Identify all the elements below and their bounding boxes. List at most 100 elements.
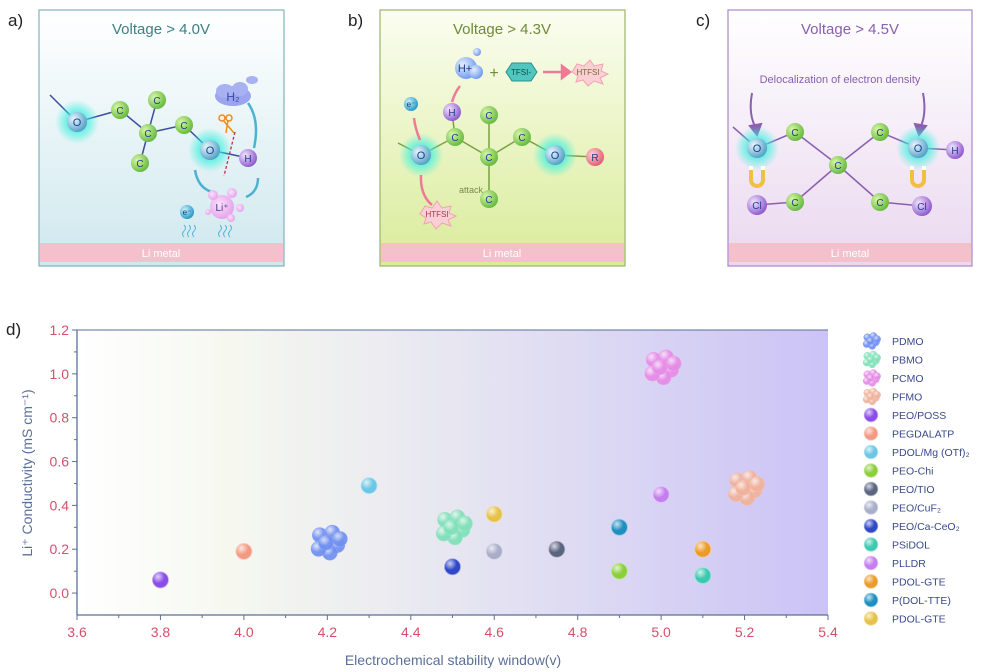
molecule-b: O C H C C C C O R — [397, 103, 604, 208]
li-metal-label-a: Li metal — [142, 248, 181, 260]
atom-r: R — [586, 148, 604, 166]
atom-c: C — [480, 190, 498, 208]
plus-sign: + — [489, 65, 498, 82]
x-tick-label: 4.2 — [318, 624, 338, 640]
legend-marker-icon — [863, 463, 879, 478]
panel-c: c) Voltage > 4.5V Delocalization of elec… — [696, 9, 973, 267]
atom-label: C — [791, 198, 798, 209]
legend-marker-icon — [863, 444, 879, 460]
tfsi-anion-icon: TFSI- — [505, 62, 538, 82]
atom-c: C — [480, 106, 498, 124]
molecule-a: O C C C C C O H — [49, 91, 257, 172]
legend-label: PFMO — [892, 392, 922, 404]
atom-label: C — [136, 159, 143, 170]
legend-marker-icon — [863, 518, 879, 534]
legend-label: PEO/TIO — [892, 484, 935, 496]
panel-b: b) Voltage > 4.3V O C H C C C C O R H+ + TFSI- H… — [348, 9, 626, 267]
atom-label: C — [876, 128, 883, 139]
y-tick-label: 0.2 — [50, 541, 70, 557]
electron-label: e⁻ — [183, 208, 192, 217]
atom-label: C — [153, 96, 160, 107]
legend-label: PEO/Ca-CeO₂ — [892, 521, 960, 533]
x-tick-label: 3.6 — [67, 624, 87, 640]
legend-label: PEO/CuF₂ — [892, 503, 941, 515]
atom-label: C — [180, 121, 187, 132]
y-tick-label: 0.0 — [50, 585, 70, 601]
legend-label: PEO-Chi — [892, 466, 933, 478]
bond — [794, 164, 839, 203]
legend-label: PCMO — [892, 373, 924, 385]
legend-label: PDOL/Mg (OTf)₂ — [892, 447, 970, 459]
legend-marker-icon — [862, 387, 881, 406]
magnet-icons — [749, 166, 926, 188]
legend-label: PDMO — [892, 336, 924, 348]
legend-label: PLLDR — [892, 558, 926, 570]
panel-d-label: d) — [6, 320, 21, 339]
legend-label: PEGDALATP — [892, 429, 954, 441]
atom-label: O — [551, 150, 560, 162]
tfsi-label: TFSI- — [511, 68, 531, 77]
atom-c: C — [480, 148, 498, 166]
htfsi-attacker-icon: HTFSI — [419, 200, 458, 230]
data-point-pdol-gte — [485, 505, 503, 523]
data-point-peo-poss — [152, 571, 169, 589]
axes: 3.6 3.8 4.0 4.2 4.4 4.6 4.8 5.0 5.2 5.4 0.0 0.2 0.4 0… — [50, 322, 838, 640]
molecule-c: O C C C O H Cl C C Cl — [732, 123, 964, 216]
legend-item: PLLDR — [863, 555, 926, 571]
x-axis-title: Electrochemical stability window(v) — [345, 652, 561, 668]
y-tick-label: 1.0 — [50, 366, 70, 382]
legend-item: PFMO — [862, 387, 922, 406]
data-point-pbmo — [435, 509, 473, 546]
li-metal-label-c: Li metal — [831, 248, 870, 260]
atom-label: C — [876, 198, 883, 209]
x-tick-label: 4.6 — [484, 624, 504, 640]
x-tick-label: 4.4 — [401, 624, 421, 640]
atom-label: Cl — [917, 202, 926, 213]
atom-label: O — [914, 143, 923, 155]
legend: PDMO PBMO PCMO PFMO PEO/POSS PEGDALATP PDOL/Mg… — [862, 332, 970, 626]
legend-marker-icon — [863, 426, 879, 441]
atom-label: C — [518, 133, 525, 144]
atom-o: O — [735, 126, 779, 170]
li-metal-layer-b — [381, 243, 624, 262]
reaction-arrows-b — [412, 63, 573, 206]
legend-item: PEO/Ca-CeO₂ — [863, 518, 960, 534]
atom-label: H — [951, 146, 958, 157]
atom-o: O — [533, 133, 577, 177]
atom-label: C — [116, 106, 123, 117]
legend-item: PDMO — [862, 332, 924, 350]
legend-marker-icon — [863, 481, 879, 497]
htfsi-product-icon: HTFSI — [571, 59, 610, 87]
atom-c: C — [148, 91, 166, 109]
heat-wave-icons — [182, 224, 232, 238]
data-point-peo-tio — [548, 540, 566, 558]
legend-marker-icon — [863, 592, 879, 608]
legend-label: PDOL-GTE — [892, 577, 946, 589]
legend-item: PSiDOL — [863, 537, 930, 552]
atom-label: H — [244, 154, 251, 165]
y-tick-label: 0.6 — [50, 454, 70, 470]
panel-d: d) 3.6 3.8 4.0 4.2 4.4 4.6 4.8 5.0 5.2 5.4 0.0 0.2 0… — [6, 320, 970, 668]
atom-h: H — [946, 141, 964, 159]
atom-c: C — [829, 156, 847, 174]
panel-b-label: b) — [348, 11, 363, 30]
li-ion-label: Li⁺ — [215, 203, 228, 214]
atom-label: C — [144, 129, 151, 140]
htfsi-product-label: HTFSI — [576, 68, 599, 77]
y-axis-title: Li⁺ Conductivity (mS cm⁻¹) — [19, 389, 35, 556]
legend-marker-icon — [863, 574, 879, 589]
data-point-plldr — [652, 486, 670, 503]
panel-a: a) Voltage > 4.0V O C C C C C O H H₂ Li⁺ e⁻ — [8, 9, 285, 267]
atom-label: C — [834, 161, 841, 172]
legend-label: PSiDOL — [892, 540, 930, 552]
legend-item: PDOL-GTE — [863, 611, 946, 626]
attack-label: attack — [459, 185, 484, 195]
atom-h: H — [239, 149, 257, 167]
x-tick-label: 5.2 — [735, 624, 755, 640]
electron-label-b: e⁻ — [407, 100, 416, 109]
data-point-pegdalatp — [235, 543, 253, 560]
atom-c: C — [786, 123, 804, 141]
atom-o: O — [399, 133, 443, 177]
atom-c: C — [446, 128, 464, 146]
delocalization-annotation: Delocalization of electron density — [760, 74, 921, 86]
